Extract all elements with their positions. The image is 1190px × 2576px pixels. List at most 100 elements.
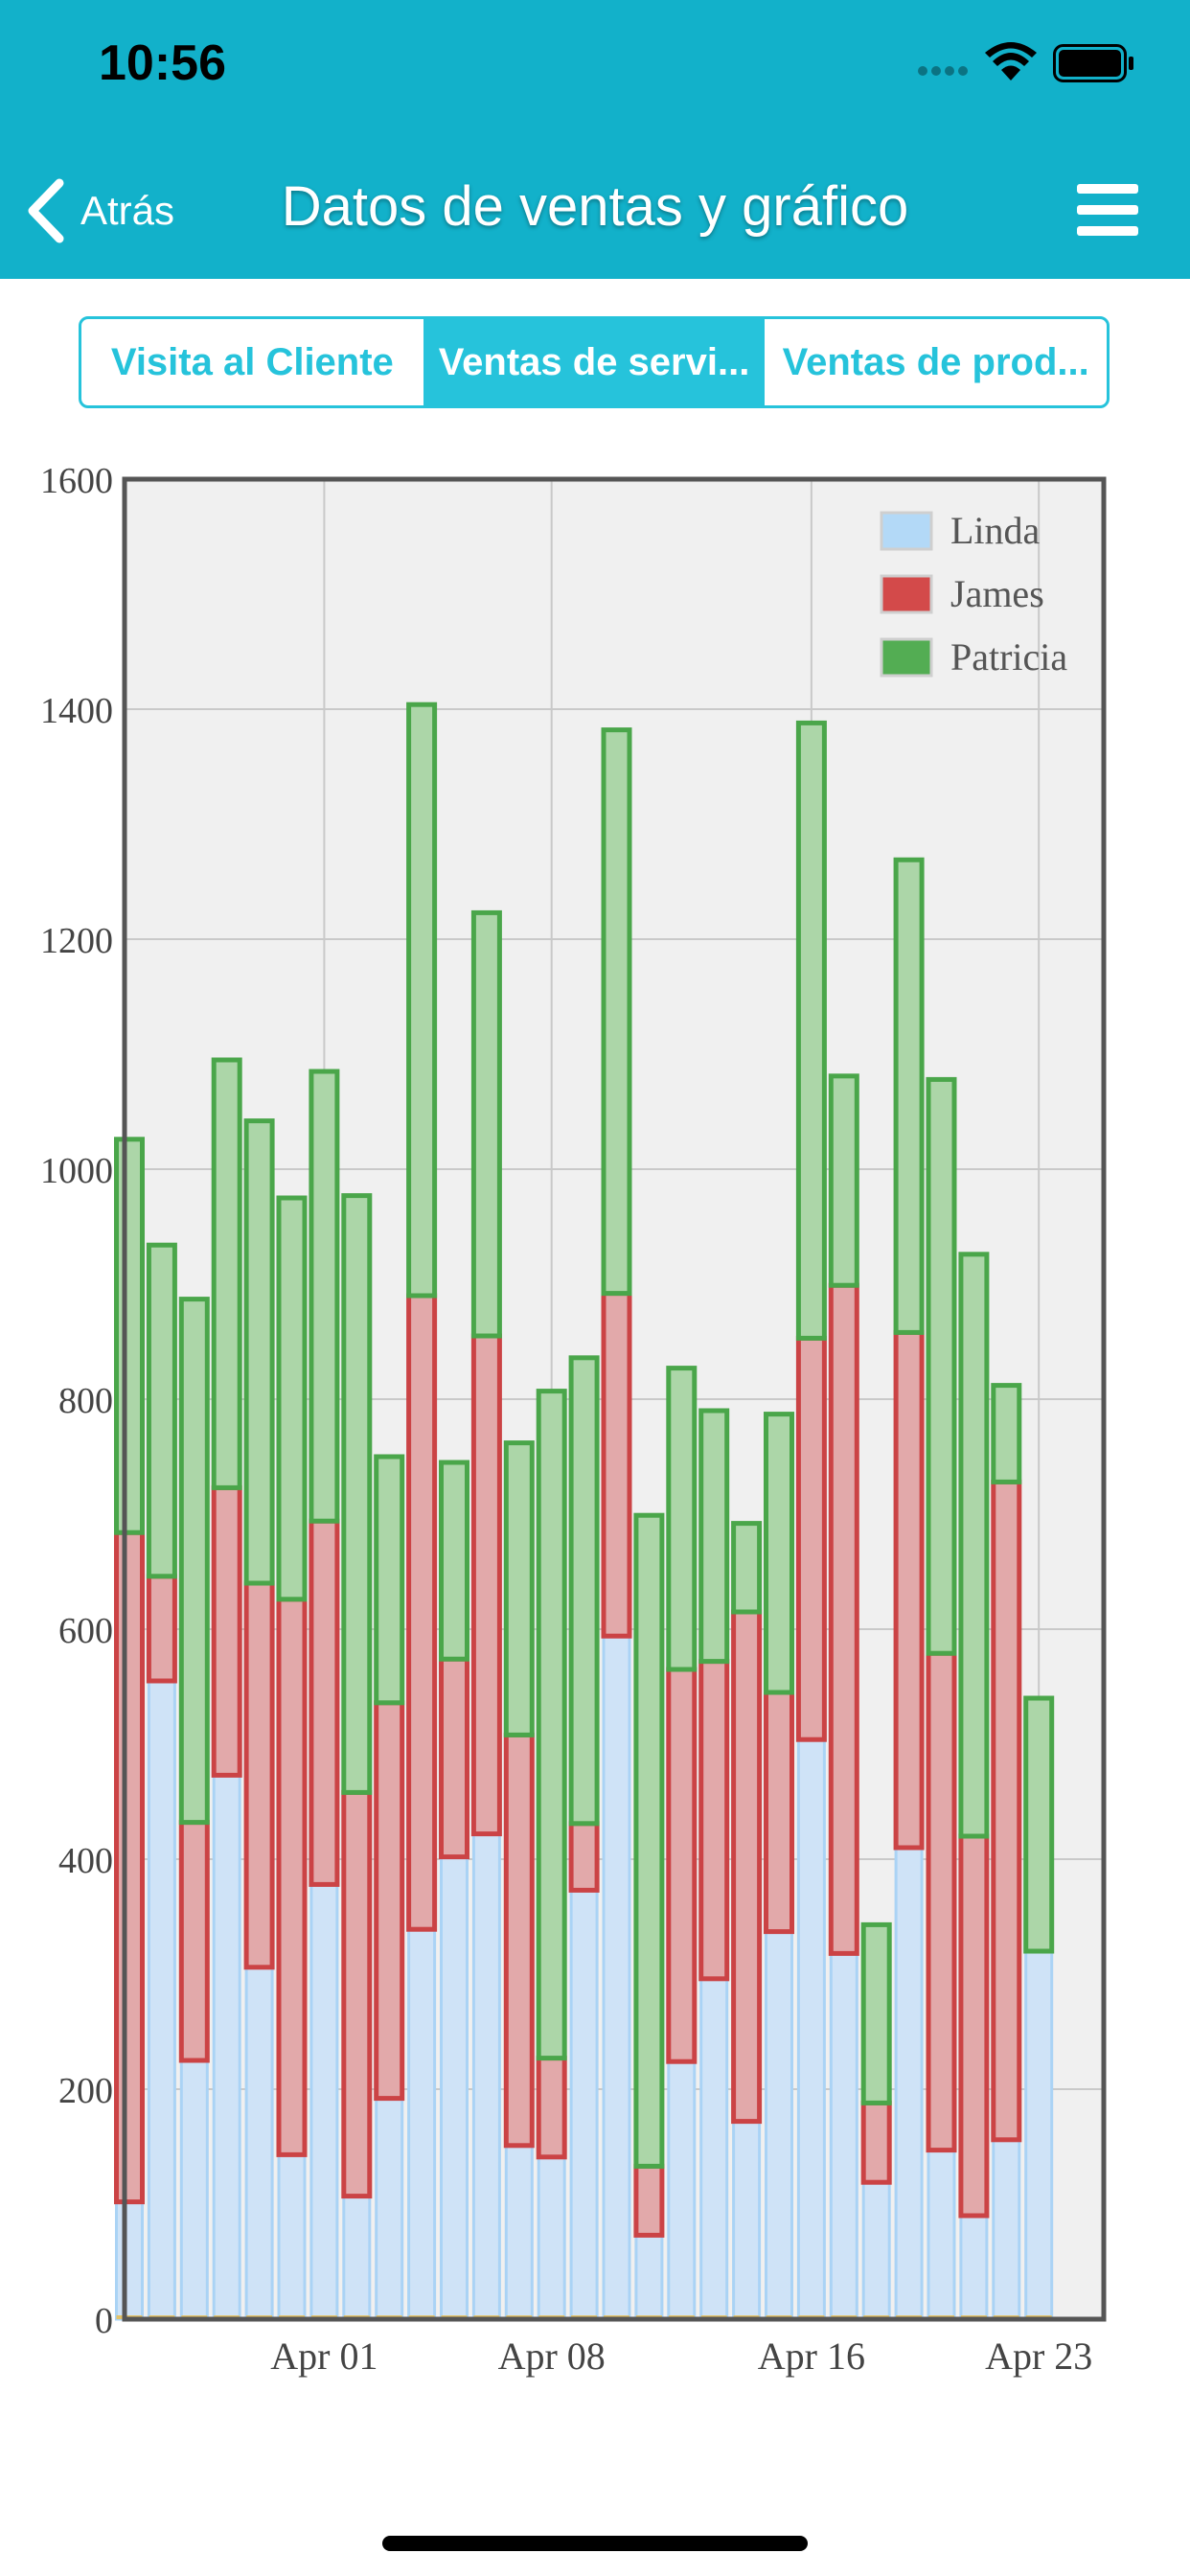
bar-patricia: [795, 720, 827, 1341]
bar-james: [178, 1820, 210, 2063]
bar-james: [795, 1335, 827, 1742]
bar-linda: [1024, 1949, 1054, 2321]
bar-patricia: [211, 1057, 242, 1490]
bar-patricia: [698, 1408, 730, 1665]
bar-james: [309, 1518, 340, 1887]
bar-patricia: [503, 1440, 535, 1737]
status-time: 10:56: [99, 35, 226, 91]
bar-linda: [537, 2155, 566, 2321]
bar-james: [243, 1580, 275, 1970]
bar-linda: [569, 1888, 599, 2321]
bar-linda: [471, 1832, 501, 2321]
bar-james: [341, 1789, 373, 2199]
bar-james: [114, 1530, 145, 2205]
bar-linda: [927, 2149, 956, 2321]
bar-james: [276, 1597, 308, 2157]
bar-james: [698, 1659, 730, 1982]
y-tick-label: 1400: [40, 691, 113, 731]
bar-james: [860, 2100, 892, 2185]
y-tick-label: 1000: [40, 1151, 113, 1191]
bar-james: [666, 1667, 698, 2064]
bar-patricia: [341, 1193, 373, 1795]
cellular-signal-icon: [918, 63, 975, 76]
bar-linda: [244, 1966, 274, 2321]
y-tick-label: 800: [58, 1381, 113, 1421]
bar-linda: [699, 1977, 729, 2321]
legend-label: Patricia: [950, 635, 1067, 678]
bar-patricia: [860, 1921, 892, 2105]
bar-linda: [147, 1679, 176, 2321]
x-tick-label: Apr 08: [498, 2334, 606, 2378]
x-tick-label: Apr 01: [270, 2334, 378, 2378]
bar-james: [731, 1609, 763, 2125]
bar-linda: [829, 1951, 858, 2321]
bar-james: [601, 1291, 632, 1639]
bar-patricia: [893, 857, 925, 1335]
bar-patricia: [991, 1383, 1022, 1484]
bar-james: [470, 1333, 502, 1837]
bar-patricia: [601, 727, 632, 1297]
stacked-bar-chart: 0 200 400 600 800 1000 1200 1400 1600 Apr 01 Apr 0…: [40, 461, 1107, 2378]
y-tick-label: 1600: [40, 461, 113, 501]
home-indicator[interactable]: [382, 2536, 808, 2551]
bar-linda: [309, 1882, 339, 2321]
menu-button[interactable]: [1077, 184, 1138, 236]
bar-patricia: [568, 1355, 600, 1827]
bar-linda: [959, 2214, 989, 2321]
bar-patricia: [374, 1454, 405, 1706]
bar-patricia: [439, 1460, 469, 1662]
bar-linda: [634, 2233, 664, 2321]
bar-linda: [440, 1855, 469, 2321]
bar-james: [146, 1574, 177, 1684]
bar-james: [958, 1833, 990, 2219]
bar-patricia: [276, 1195, 308, 1602]
bar-patricia: [1023, 1695, 1055, 1954]
bar-linda: [667, 2059, 697, 2321]
bar-james: [991, 1479, 1022, 2143]
back-button[interactable]: Atrás: [25, 172, 174, 249]
bar-patricia: [406, 702, 438, 1299]
bar-patricia: [764, 1412, 794, 1695]
y-tick-label: 1200: [40, 921, 113, 961]
x-tick-label: Apr 23: [985, 2334, 1092, 2378]
legend-swatch-patricia: [880, 637, 933, 678]
bar-james: [893, 1329, 925, 1851]
hamburger-icon: [1077, 184, 1138, 194]
bar-linda: [504, 2144, 534, 2321]
y-tick-label: 600: [58, 1611, 113, 1651]
legend-swatch-linda: [880, 511, 933, 551]
battery-icon: [1053, 44, 1133, 82]
tab-ventas-productos[interactable]: Ventas de prod...: [782, 340, 1089, 383]
wifi-icon: [985, 42, 1037, 80]
bar-james: [536, 2056, 567, 2160]
bar-james: [211, 1484, 242, 1778]
bar-james: [633, 2163, 665, 2238]
bar-linda: [765, 1930, 793, 2321]
bar-patricia: [926, 1076, 957, 1656]
bar-james: [828, 1282, 859, 1956]
bar-james: [374, 1700, 405, 2102]
legend-label: James: [950, 572, 1044, 615]
bar-linda: [115, 2200, 144, 2321]
bar-patricia: [666, 1366, 698, 1672]
segmented-control: Visita al Cliente Ventas de servi... Ven…: [79, 316, 1110, 408]
tab-visita-cliente[interactable]: Visita al Cliente: [110, 340, 394, 383]
bar-james: [568, 1821, 600, 1893]
bar-james: [926, 1650, 957, 2153]
chevron-left-icon: [28, 178, 64, 243]
bar-linda: [407, 1927, 437, 2321]
page-title: Datos de ventas y gráfico: [281, 175, 909, 238]
bar-james: [503, 1732, 535, 2149]
bar-patricia: [114, 1137, 145, 1535]
bar-linda: [732, 2120, 762, 2321]
bar-patricia: [633, 1512, 665, 2169]
bar-linda: [992, 2138, 1021, 2321]
bar-linda: [861, 2180, 891, 2321]
tab-ventas-servicios[interactable]: Ventas de servi...: [423, 319, 766, 405]
y-tick-label: 0: [95, 2301, 113, 2341]
bar-patricia: [146, 1242, 177, 1579]
nav-bar: 10:56 Atrás Datos de ventas y gráfico: [0, 0, 1190, 279]
legend-swatch-james: [880, 574, 933, 614]
plot-frame: [122, 476, 1107, 2322]
bar-patricia: [243, 1118, 275, 1586]
